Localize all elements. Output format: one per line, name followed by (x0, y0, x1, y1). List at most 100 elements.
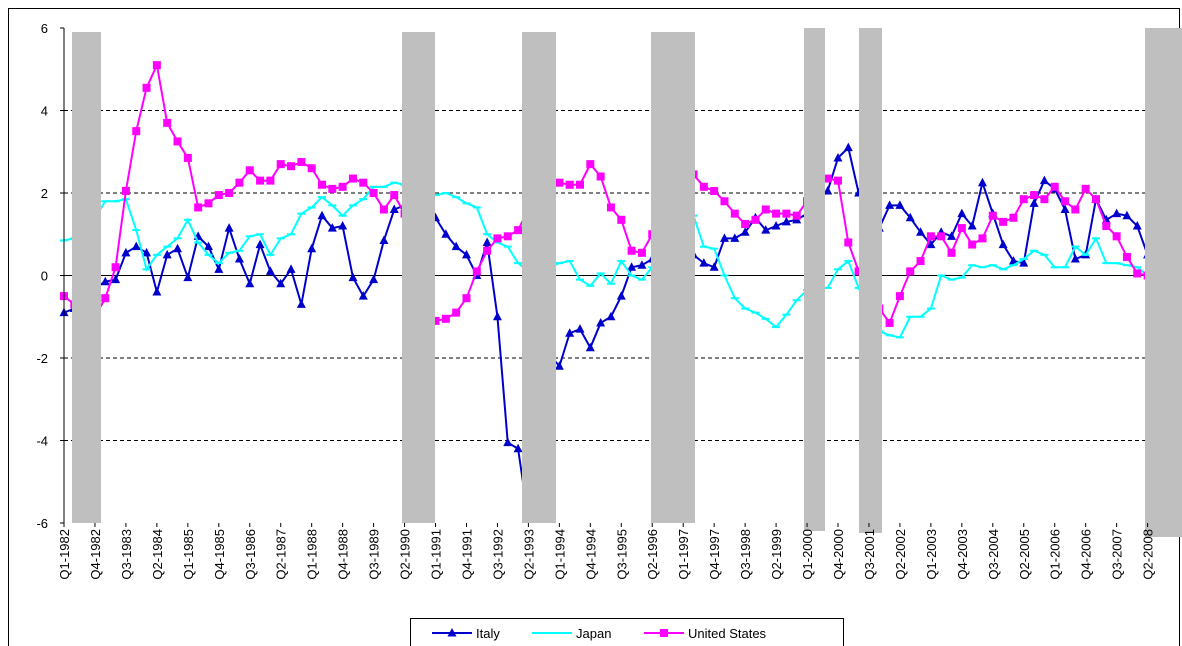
marker (234, 254, 244, 263)
marker (389, 204, 399, 213)
x-tick-label: Q2-2008 (1141, 529, 1156, 580)
marker (431, 316, 440, 325)
marker (307, 164, 316, 173)
marker (173, 137, 182, 146)
marker (503, 437, 513, 447)
x-tick-label: Q1-1985 (181, 529, 196, 580)
marker (885, 318, 894, 327)
marker (967, 221, 977, 230)
marker (627, 262, 637, 271)
x-tick-label: Q1-2003 (924, 529, 939, 580)
marker (1061, 197, 1070, 206)
x-tick-label: Q2-1999 (769, 529, 784, 580)
marker (452, 308, 461, 317)
plot-lines (59, 61, 1173, 523)
marker (709, 262, 719, 271)
marker (369, 274, 379, 284)
marker (606, 203, 615, 212)
marker (606, 311, 616, 321)
marker (596, 172, 605, 181)
marker (348, 174, 357, 183)
marker (1029, 198, 1039, 207)
marker (307, 243, 317, 253)
marker (1039, 175, 1049, 185)
marker (1122, 210, 1132, 220)
x-tick-label: Q4-1994 (583, 529, 598, 580)
marker (895, 292, 904, 301)
marker (111, 274, 121, 284)
y-tick-label: -6 (36, 516, 48, 531)
legend-label: United States (688, 626, 767, 641)
marker (266, 176, 275, 185)
marker (1050, 182, 1059, 191)
marker (761, 205, 770, 214)
marker (699, 182, 708, 191)
marker (483, 246, 492, 255)
x-tick-label: Q1-1991 (429, 529, 444, 580)
marker (287, 162, 296, 171)
marker (276, 278, 286, 288)
marker (916, 227, 926, 236)
x-tick-label: Q4-2000 (831, 529, 846, 580)
shade (859, 28, 882, 533)
marker (660, 629, 668, 637)
marker (338, 221, 348, 230)
marker (173, 243, 183, 253)
marker (255, 239, 265, 249)
marker (740, 227, 750, 236)
marker (513, 443, 523, 453)
series-line (63, 181, 1169, 339)
marker (162, 249, 172, 259)
shade (651, 32, 695, 523)
marker (895, 200, 905, 209)
marker (730, 209, 739, 218)
marker (823, 185, 833, 195)
x-tick-label: Q2-1984 (150, 529, 165, 580)
legend-box (410, 618, 844, 646)
x-tick-label: Q4-2006 (1079, 529, 1094, 580)
series-line (63, 145, 1170, 520)
x-tick-label: Q2-1987 (274, 529, 289, 580)
marker (554, 361, 564, 370)
shade (522, 32, 556, 523)
marker (1060, 204, 1070, 213)
marker (1102, 222, 1111, 230)
marker (998, 239, 1008, 249)
marker (947, 248, 956, 257)
marker (843, 142, 853, 152)
marker (101, 294, 110, 303)
marker (937, 232, 946, 241)
marker (111, 263, 120, 272)
x-tick-label: Q3-1992 (490, 529, 505, 580)
marker (225, 189, 234, 197)
marker (245, 278, 255, 288)
marker (338, 182, 347, 191)
marker (957, 224, 966, 233)
marker (214, 191, 223, 200)
marker (183, 153, 192, 162)
marker (627, 246, 636, 255)
legend-label: Japan (576, 626, 611, 641)
marker (235, 178, 244, 187)
x-tick-label: Q3-1986 (243, 529, 258, 580)
marker (1133, 269, 1142, 278)
marker (833, 152, 843, 162)
x-tick-label: Q4-2003 (955, 529, 970, 580)
marker (926, 239, 936, 249)
marker (214, 264, 224, 273)
x-tick-label: Q1-2000 (800, 529, 815, 580)
x-tick-label: Q3-1998 (738, 529, 753, 580)
marker (947, 231, 957, 240)
marker (1030, 191, 1039, 200)
marker (152, 61, 161, 70)
x-tick-label: Q3-2001 (862, 529, 877, 580)
marker (245, 166, 254, 175)
shade (402, 32, 435, 523)
marker (183, 272, 193, 282)
marker (358, 291, 368, 300)
marker (771, 221, 781, 230)
marker (1040, 195, 1049, 204)
marker (317, 210, 327, 220)
marker (379, 205, 388, 214)
marker (586, 160, 595, 169)
